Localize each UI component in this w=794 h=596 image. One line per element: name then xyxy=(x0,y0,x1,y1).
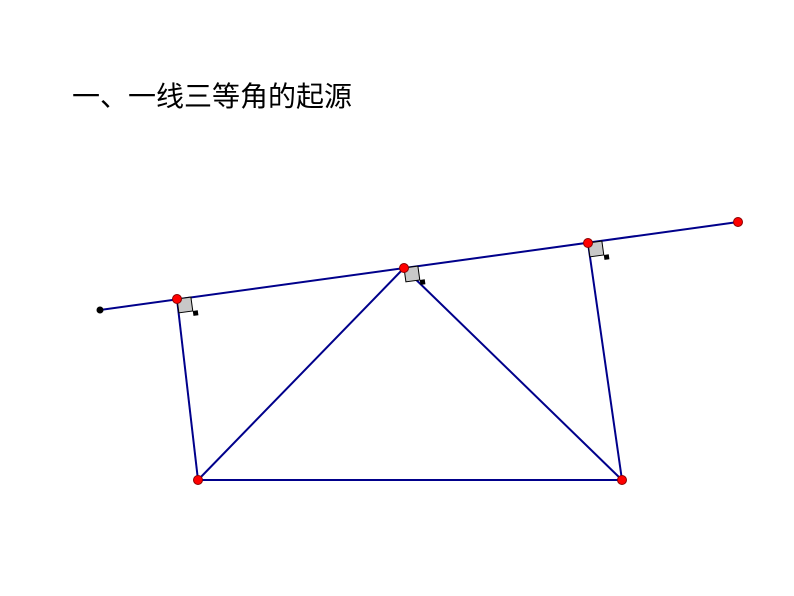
angle-arrow-angle-C xyxy=(604,254,610,260)
line-line_start-line_end xyxy=(100,222,738,310)
angle-arrow-angle-B xyxy=(420,279,426,285)
line-D-B xyxy=(198,268,404,480)
line-B-E xyxy=(404,268,622,480)
point-C xyxy=(584,239,593,248)
angle-arrow-angle-A xyxy=(193,310,199,316)
line-C-E xyxy=(588,243,622,480)
point-B xyxy=(400,264,409,273)
line-A-D xyxy=(177,299,198,480)
point-A xyxy=(173,295,182,304)
point-line_end xyxy=(734,218,743,227)
point-E xyxy=(618,476,627,485)
point-D xyxy=(194,476,203,485)
lines xyxy=(100,222,738,480)
point-line_start xyxy=(97,307,104,314)
geometry-diagram xyxy=(0,0,794,596)
